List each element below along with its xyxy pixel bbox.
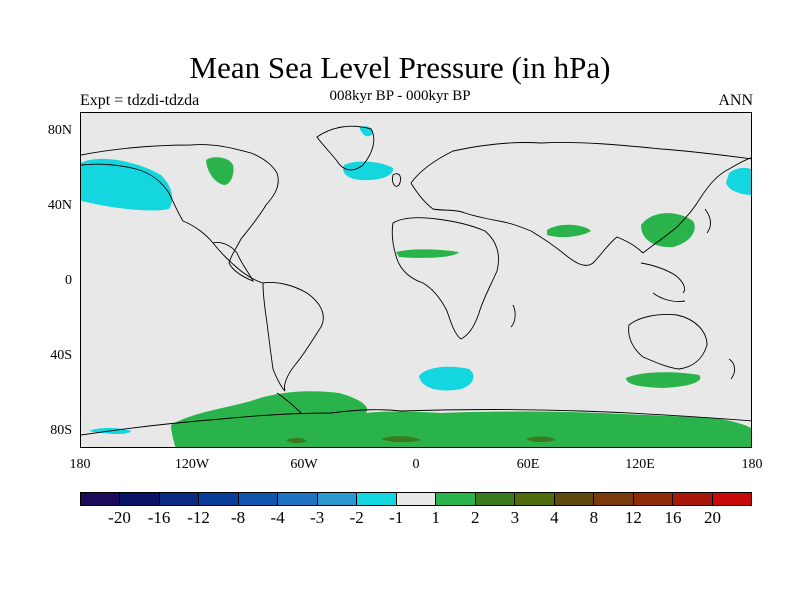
lon-label-180e: 180 — [722, 457, 782, 473]
colorbar-label: -2 — [337, 508, 377, 528]
colorbar-label: -20 — [100, 508, 140, 528]
colorbar-label: 1 — [416, 508, 456, 528]
colorbar-label: 2 — [455, 508, 495, 528]
chart-title: Mean Sea Level Pressure (in hPa) — [0, 50, 800, 86]
season-label: ANN — [718, 92, 753, 110]
map-panel — [80, 112, 752, 448]
colorbar-box — [239, 493, 278, 505]
colorbar-box — [476, 493, 515, 505]
colorbar-label: -16 — [139, 508, 179, 528]
colorbar-box — [120, 493, 159, 505]
colorbar-label: -3 — [297, 508, 337, 528]
time-range-label: 008kyr BP - 000kyr BP — [0, 88, 800, 105]
colorbar-box — [713, 493, 751, 505]
colorbar-label: 4 — [534, 508, 574, 528]
colorbar-box — [278, 493, 317, 505]
colorbar-box — [357, 493, 396, 505]
colorbar-box — [160, 493, 199, 505]
lon-label-180w: 180 — [50, 457, 110, 473]
lon-label-0: 0 — [386, 457, 446, 473]
lat-label-eq: 0 — [32, 273, 72, 289]
colorbar-label: 12 — [613, 508, 653, 528]
colorbar-label: -12 — [179, 508, 219, 528]
lat-label-80s: 80S — [32, 423, 72, 439]
lon-label-120e: 120E — [610, 457, 670, 473]
colorbar-label: 3 — [495, 508, 535, 528]
colorbar-label: -1 — [376, 508, 416, 528]
colorbar-label: -8 — [218, 508, 258, 528]
colorbar-box — [634, 493, 673, 505]
colorbar-box — [81, 493, 120, 505]
lon-label-120w: 120W — [162, 457, 222, 473]
colorbar-box — [397, 493, 436, 505]
colorbar-box — [594, 493, 633, 505]
lat-label-40s: 40S — [32, 348, 72, 364]
colorbar-label: 8 — [574, 508, 614, 528]
lon-label-60e: 60E — [498, 457, 558, 473]
map-canvas — [81, 113, 752, 448]
colorbar-label: 20 — [692, 508, 732, 528]
colorbar-label: 16 — [653, 508, 693, 528]
colorbar — [80, 492, 752, 506]
colorbar-label: -4 — [258, 508, 298, 528]
colorbar-box — [318, 493, 357, 505]
colorbar-box — [555, 493, 594, 505]
colorbar-box — [199, 493, 238, 505]
colorbar-box — [515, 493, 554, 505]
lat-label-80n: 80N — [32, 123, 72, 139]
lat-label-40n: 40N — [32, 198, 72, 214]
colorbar-box — [436, 493, 475, 505]
colorbar-box — [673, 493, 712, 505]
lon-label-60w: 60W — [274, 457, 334, 473]
